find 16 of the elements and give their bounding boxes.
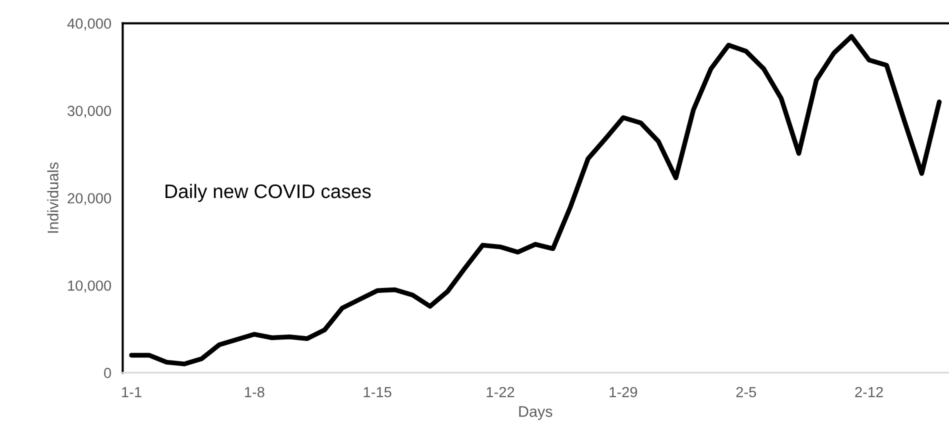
x-tick-label: 2-5 bbox=[736, 386, 756, 398]
y-axis-title: Individuals bbox=[47, 162, 58, 233]
x-tick-label: 1-22 bbox=[486, 386, 514, 398]
y-tick-label: 10,000 bbox=[68, 280, 112, 292]
x-tick-label: 1-8 bbox=[244, 386, 264, 398]
x-tick-label: 1-1 bbox=[122, 387, 142, 398]
line-series bbox=[129, 34, 942, 366]
x-tick-label: 1-29 bbox=[610, 386, 638, 398]
y-tick-label: 40,000 bbox=[67, 18, 112, 30]
x-axis-title: Days bbox=[519, 406, 552, 420]
x-tick-label: 1-15 bbox=[364, 387, 392, 398]
y-tick-label: 0 bbox=[104, 368, 112, 378]
annotation: Daily new COVID cases bbox=[166, 184, 371, 202]
y-tick-label: 30,000 bbox=[68, 106, 112, 118]
y-tick-label: 20,000 bbox=[68, 193, 112, 206]
x-tick-label: 2-12 bbox=[855, 386, 883, 398]
